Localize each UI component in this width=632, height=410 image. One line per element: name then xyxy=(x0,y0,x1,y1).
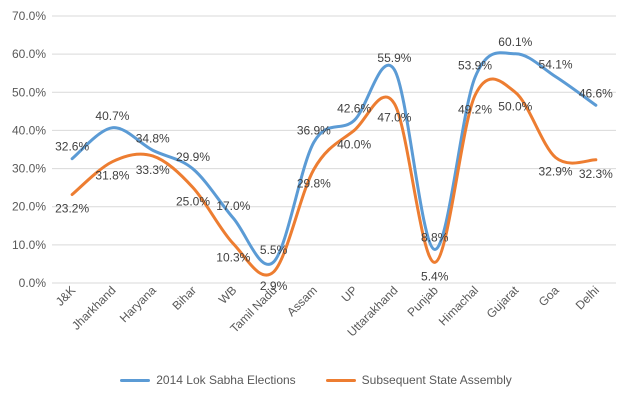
line-chart: 0.0% 10.0% 20.0% 30.0% 40.0% 50.0% 60.0% 70.0% J… xyxy=(12,9,616,339)
data-label-series-1: 32.9% xyxy=(539,165,573,179)
data-label-series-0: 8.8% xyxy=(421,230,449,244)
data-label-series-1: 29.8% xyxy=(297,176,331,190)
legend: 2014 Lok Sabha Elections Subsequent Stat… xyxy=(0,373,632,387)
data-label-series-1: 32.3% xyxy=(579,167,613,181)
y-tick-label: 30.0% xyxy=(12,162,46,176)
x-tick-label: Assam xyxy=(284,283,320,319)
data-label-series-0: 32.6% xyxy=(55,140,89,154)
x-tick-label: Punjab xyxy=(405,283,442,320)
data-label-series-0: 53.9% xyxy=(458,58,492,72)
x-tick-label: Bihar xyxy=(169,283,199,313)
legend-label-state-assembly: Subsequent State Assembly xyxy=(361,373,512,387)
data-label-series-0: 54.1% xyxy=(539,58,573,72)
x-tick-label: J&K xyxy=(53,283,78,308)
series-line-1 xyxy=(70,77,598,277)
data-label-series-1: 2.9% xyxy=(260,279,288,293)
data-label-series-1: 50.0% xyxy=(498,99,532,113)
data-label-series-0: 40.7% xyxy=(95,109,129,123)
x-tick-label: UP xyxy=(339,283,361,305)
data-label-series-0: 34.8% xyxy=(136,131,170,145)
data-label-series-1: 10.3% xyxy=(216,251,250,265)
x-tick-label: Gujarat xyxy=(484,283,522,321)
data-label-series-0: 29.9% xyxy=(176,150,210,164)
data-label-series-1: 5.4% xyxy=(421,269,449,283)
legend-swatch-state-assembly xyxy=(325,378,356,382)
data-label-series-0: 5.5% xyxy=(260,243,288,257)
x-tick-label: Delhi xyxy=(573,283,602,312)
data-label-series-0: 46.6% xyxy=(579,86,613,100)
x-tick-label: Jharkhand xyxy=(69,283,119,333)
y-tick-label: 20.0% xyxy=(12,200,46,214)
data-label-series-0: 60.1% xyxy=(498,35,532,49)
data-label-series-0: 17.0% xyxy=(216,199,250,213)
legend-label-lok-sabha: 2014 Lok Sabha Elections xyxy=(156,373,296,387)
series-line-0 xyxy=(70,51,598,266)
data-label-series-0: 55.9% xyxy=(377,51,411,65)
data-label-series-1: 23.2% xyxy=(55,202,89,216)
data-label-series-1: 40.0% xyxy=(337,137,371,151)
data-label-series-1: 31.8% xyxy=(95,169,129,183)
data-label-series-0: 36.9% xyxy=(297,123,331,137)
legend-item-state-assembly: Subsequent State Assembly xyxy=(325,373,512,387)
legend-item-lok-sabha: 2014 Lok Sabha Elections xyxy=(120,373,296,387)
y-tick-label: 60.0% xyxy=(12,47,46,61)
y-tick-label: 50.0% xyxy=(12,85,46,99)
x-tick-label: Goa xyxy=(536,283,562,309)
y-tick-label: 0.0% xyxy=(19,276,47,290)
legend-swatch-lok-sabha xyxy=(120,378,151,382)
x-tick-label: Himachal xyxy=(436,283,481,328)
data-label-series-1: 49.2% xyxy=(458,102,492,116)
x-tick-label: WB xyxy=(216,283,240,307)
data-label-series-1: 25.0% xyxy=(176,195,210,209)
data-label-series-0: 42.6% xyxy=(337,102,371,116)
x-tick-label: Haryana xyxy=(117,283,159,325)
data-label-series-1: 47.0% xyxy=(377,111,411,125)
data-label-series-1: 33.3% xyxy=(136,163,170,177)
y-tick-label: 40.0% xyxy=(12,123,46,137)
y-tick-label: 10.0% xyxy=(12,238,46,252)
y-tick-label: 70.0% xyxy=(12,9,46,23)
